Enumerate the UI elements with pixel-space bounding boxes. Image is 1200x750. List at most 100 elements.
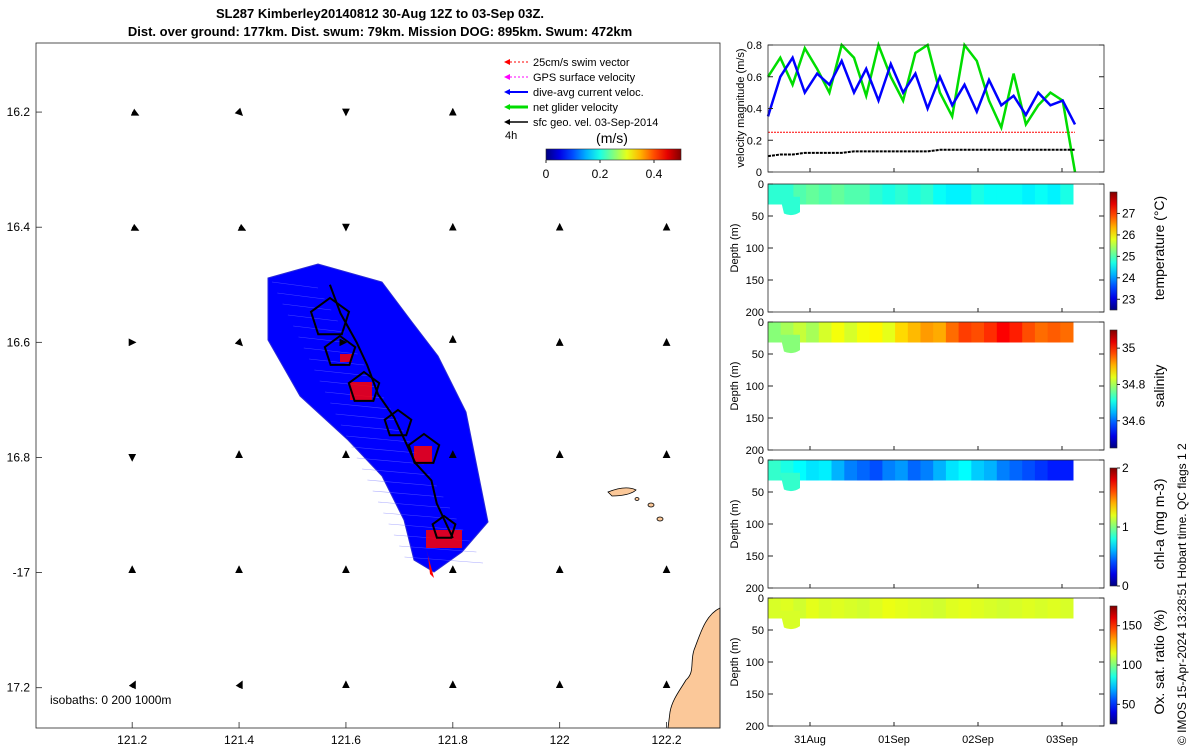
profile-column	[869, 322, 883, 343]
depth-colorbar-label: chl-a (mg m-3)	[1151, 478, 1167, 569]
isobath-note: isobaths: 0 200 1000m	[50, 693, 171, 707]
depth-colorbar-tick-label: 100	[1122, 658, 1142, 672]
depth-colorbar	[1109, 329, 1118, 449]
profile-column	[869, 460, 883, 481]
velocity-y-tick-label: 0.4	[747, 104, 762, 116]
profile-column	[1060, 184, 1074, 205]
profile-column	[971, 322, 985, 343]
map-y-tick-label: 16.2	[7, 105, 31, 119]
depth-colorbar-tick-label: 150	[1122, 619, 1142, 633]
map-colorbar-tick-label: 0	[543, 167, 550, 181]
island	[634, 497, 640, 501]
profile-column	[984, 184, 998, 205]
depth-colorbar-tick-label: 24	[1122, 271, 1136, 285]
profile-column	[945, 460, 960, 481]
profile-column	[1009, 322, 1023, 343]
depth-y-tick-label: 100	[746, 519, 764, 531]
profile-column	[1047, 322, 1061, 343]
map-x-tick-label: 122	[550, 733, 570, 747]
profile-column	[831, 322, 845, 343]
profile-column	[1022, 184, 1036, 205]
geo-velocity-arrow	[130, 223, 140, 231]
glider-track-loop	[323, 334, 357, 366]
date-x-tick-label: 02Sep	[962, 734, 994, 746]
depth-colorbar	[1109, 191, 1118, 311]
profile-column	[806, 184, 820, 205]
map-y-tick-label: 16.4	[7, 220, 31, 234]
profile-column	[996, 598, 1010, 619]
profile-column	[945, 184, 960, 205]
profile-column	[996, 184, 1010, 205]
map-colorbar-tick-label: 0.4	[646, 167, 663, 181]
profile-column	[857, 322, 871, 343]
glider-track-loop	[383, 408, 413, 437]
legend-label: sfc geo. vel. 03-Sep-2014	[533, 117, 658, 129]
profile-column	[1047, 184, 1061, 205]
island	[647, 502, 655, 508]
profile-column	[1034, 322, 1049, 343]
map-x-tick-label: 121.2	[117, 733, 147, 747]
velocity-y-tick-label: 0.8	[747, 40, 762, 52]
profile-column	[831, 184, 845, 205]
dive-avg-current-hatch	[404, 556, 484, 564]
depth-y-tick-label: 0	[758, 179, 764, 191]
depth-colorbar-label: Ox. sat. ratio (%)	[1151, 609, 1167, 714]
date-x-tick-label: 31Aug	[794, 734, 826, 746]
dive-avg-current-hatch	[309, 358, 365, 366]
profile-column	[996, 460, 1010, 481]
dive-avg-current-hatch	[340, 424, 404, 432]
dive-avg-current-hatch	[330, 402, 391, 410]
depth-colorbar-tick-label: 50	[1122, 697, 1136, 711]
velocity-series-line	[766, 54, 1077, 125]
profile-column	[907, 184, 921, 205]
dive-avg-current-hatch	[271, 281, 319, 289]
glider-track-loop	[347, 370, 381, 402]
profile-column	[920, 460, 934, 481]
depth-y-axis-label: Depth (m)	[729, 500, 741, 549]
profile-column	[984, 460, 998, 481]
map-x-tick-label: 121.8	[438, 733, 468, 747]
profile-column	[984, 322, 998, 343]
profile-column	[1034, 460, 1049, 481]
velocity-y-tick-label: 0.6	[747, 72, 762, 84]
profile-column	[895, 460, 909, 481]
depth-y-tick-label: 100	[746, 381, 764, 393]
profile-column	[996, 322, 1010, 343]
depth-y-axis-label: Depth (m)	[729, 362, 741, 411]
dive-avg-current-hatch	[282, 303, 332, 311]
profile-column	[818, 460, 832, 481]
dive-avg-current-hatch	[303, 347, 358, 355]
profile-column	[844, 322, 858, 343]
dive-avg-current-hatch	[388, 523, 464, 531]
swim-vector	[350, 382, 372, 400]
profile-deep-dive	[780, 196, 800, 216]
glider-track-loop	[407, 432, 441, 464]
profile-column	[844, 184, 858, 205]
depth-colorbar-tick-label: 25	[1122, 249, 1136, 263]
legend-arrowhead	[504, 119, 510, 125]
depth-colorbar-tick-label: 34.6	[1122, 414, 1146, 428]
dive-avg-current-hatch	[372, 490, 444, 498]
profile-column	[958, 184, 972, 205]
depth-y-tick-label: 0	[758, 593, 764, 605]
legend-label: GPS surface velocity	[533, 72, 636, 84]
velocity-series-line	[766, 40, 1077, 173]
depth-colorbar-tick-label: 34.8	[1122, 377, 1146, 391]
depth-colorbar-label: salinity	[1151, 365, 1167, 408]
dive-avg-current-hatch	[351, 446, 418, 454]
date-x-tick-label: 03Sep	[1046, 734, 1078, 746]
depth-y-tick-label: 0	[758, 317, 764, 329]
map-y-tick-label: 16.6	[7, 335, 31, 349]
profile-column	[958, 460, 972, 481]
dive-avg-current-hatch	[346, 435, 411, 443]
profile-column	[907, 460, 921, 481]
map-y-tick-label: 16.8	[7, 450, 31, 464]
velocity-series-line	[767, 148, 1075, 158]
velocity-y-tick-label: 0.2	[747, 135, 762, 147]
profile-column	[933, 598, 947, 619]
profile-column	[1009, 460, 1023, 481]
profile-column	[844, 460, 858, 481]
map-colorbar-tick-label: 0.2	[592, 167, 609, 181]
profile-column	[895, 598, 909, 619]
